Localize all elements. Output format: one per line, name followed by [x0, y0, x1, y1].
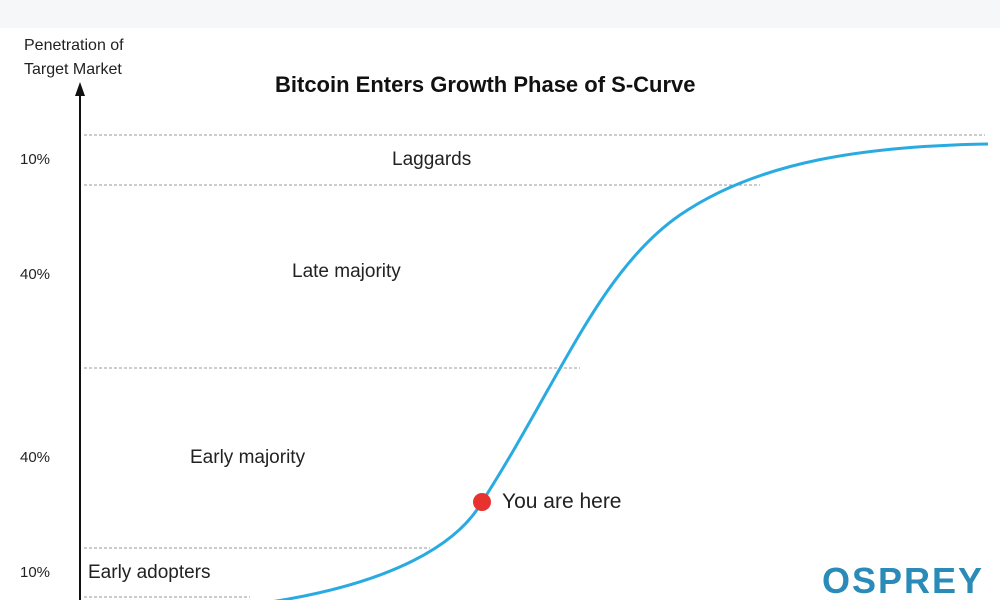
- y-axis-label-line-1: Penetration of: [24, 37, 124, 54]
- top-band: [0, 0, 1000, 28]
- segment-label-early-adopters: Early adopters: [88, 562, 211, 583]
- y-axis-label: Penetration of Target Market: [24, 34, 164, 82]
- chart-title: Bitcoin Enters Growth Phase of S-Curve: [275, 72, 696, 97]
- tick-label-late-majority: 40%: [20, 266, 51, 283]
- tick-label-early-adopters: 10%: [20, 564, 51, 581]
- you-are-here-label: You are here: [502, 490, 622, 513]
- tick-label-laggards: 10%: [20, 151, 51, 168]
- segment-label-late-majority: Late majority: [292, 261, 401, 282]
- segment-label-early-majority: Early majority: [190, 447, 306, 468]
- y-axis-arrow: [75, 82, 85, 96]
- osprey-logo: OSPREY: [822, 560, 985, 600]
- y-axis-label-line-2: Target Market: [24, 61, 122, 78]
- s-curve-line: [273, 142, 989, 600]
- you-are-here-marker: [473, 493, 491, 511]
- tick-label-early-majority: 40%: [20, 449, 51, 466]
- segment-label-laggards: Laggards: [392, 149, 472, 170]
